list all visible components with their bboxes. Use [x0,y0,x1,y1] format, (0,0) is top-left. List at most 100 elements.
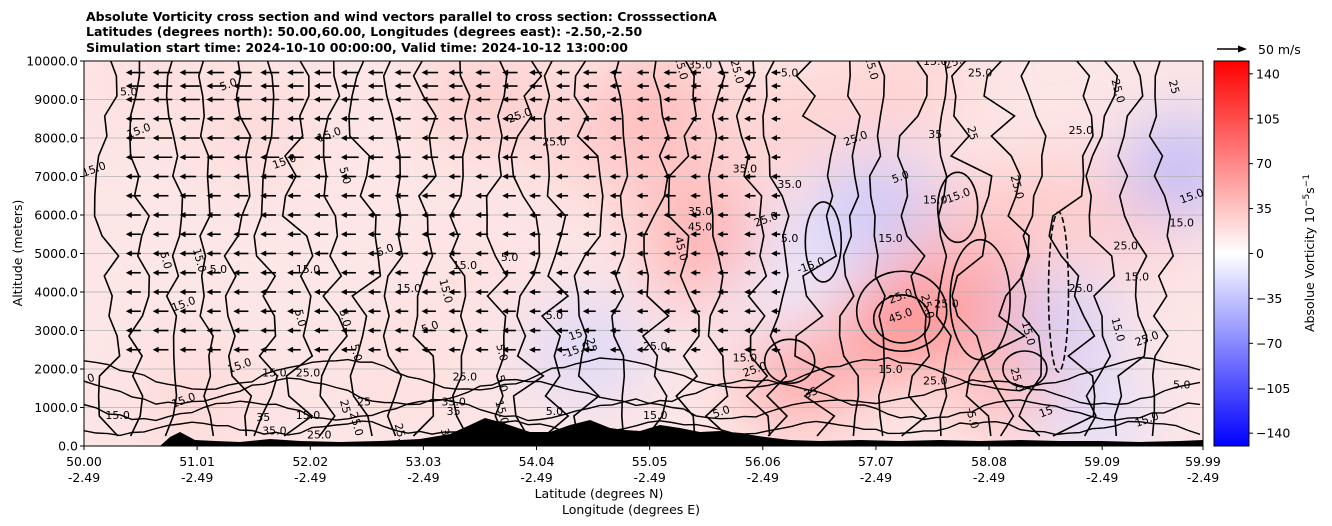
contour-loop [949,238,1011,361]
wind-vector-head [502,83,509,90]
wind-vector-head [770,115,777,122]
wind-vector [582,212,596,218]
colorbar-gradient [1214,61,1249,446]
wind-vector-head [475,173,482,180]
wind-vector-head [555,115,562,122]
wind-vector-head [313,212,320,218]
wind-vector [609,346,621,353]
contour-loop [855,270,948,353]
wind-vector-head [609,327,616,334]
wind-vector [663,346,676,353]
wind-vector-head [636,327,643,334]
wind-vector-head [125,231,132,238]
wind-vector [152,69,173,76]
contour-label: 5.0 [375,241,396,259]
wind-vector [179,308,197,315]
wind-vector-head [502,154,509,161]
wind-vector-head [770,173,777,180]
wind-vector-head [609,346,616,353]
wind-vector-head [421,269,428,276]
wind-vector [636,327,649,334]
wind-vector [152,173,169,180]
wind-vector-head [663,212,670,218]
wind-vector-head [663,96,670,103]
wind-vector [609,115,622,122]
wind-vector [206,115,225,122]
wind-vector [529,327,541,334]
contour-label: 15.0 [397,282,422,295]
wind-vector-head [448,250,455,257]
contour-label: 25.0 [1108,77,1127,104]
wind-vector-head [609,115,616,122]
wind-vector-head [394,83,401,90]
wind-vector [125,173,141,180]
wind-vector [502,96,518,103]
wind-vector [770,231,781,238]
wind-vector [367,346,381,353]
contour-label: 25 [964,125,980,142]
wind-vector [663,231,676,238]
x-tick-label-longitude: -2.49 [747,470,779,485]
wind-vector-head [690,269,697,276]
contour-label: 35.0 [688,59,713,72]
wind-vector-head [313,250,320,257]
wind-vector [448,69,463,76]
wind-vector-head [287,154,294,161]
wind-vector-head [367,115,374,122]
colorbar-tick-label: 0 [1256,246,1264,261]
wind-vector [475,346,489,353]
wind-vector [555,308,569,315]
wind-vector-head [367,327,374,334]
wind-vector-head [394,250,401,257]
x-tick-label-longitude: -2.49 [973,470,1005,485]
contour-label: 15.0 [262,367,287,380]
contour-label: 25.0 [968,66,993,79]
wind-vector-head [313,69,320,76]
wind-vector-head [502,346,509,353]
wind-vector-head [636,135,643,141]
wind-vector-head [152,308,159,315]
wind-vector-head [287,115,294,122]
wind-vector [502,346,516,353]
wind-vector [690,346,701,353]
wind-vector-head [448,231,455,238]
x-tick-label-latitude: 59.09 [1084,454,1120,469]
contour-loop [1047,211,1070,373]
wind-vector-head [663,346,670,353]
wind-vector-head [475,192,482,199]
contour-label: 35.0 [777,178,802,191]
wind-vector-head [609,212,616,218]
wind-vector [744,346,756,353]
wind-vector-head [555,231,562,238]
wind-vector [636,346,649,353]
wind-vector-head [340,308,347,315]
wind-vector-head [421,346,428,353]
wind-vector-head [663,308,670,315]
wind-vector-head [690,69,697,76]
wind-vector [340,308,356,315]
contour-label: 15.0 [436,278,455,305]
wind-vector [744,192,756,199]
wind-vector [744,154,756,161]
contour-label: 5.0 [493,343,510,363]
vorticity-blob [841,61,962,140]
wind-vector [125,69,145,76]
contour-label: 15.0 [453,259,478,272]
wind-vector-head [394,346,401,353]
wind-vector [233,346,249,353]
contour-label: 25.0 [1008,366,1027,393]
wind-vector [690,269,701,276]
wind-vector [179,154,200,161]
wind-vector-head [744,69,751,76]
wind-vector-head [475,135,482,141]
wind-vector-head [179,346,186,353]
wind-vector-head [663,69,670,76]
x-tick-label-longitude: -2.49 [294,470,326,485]
contour-label: 5.0 [493,373,510,393]
wind-vector-head [555,289,562,295]
wind-vector [555,289,569,295]
wind-vector-head [152,115,159,122]
wind-vector-head [394,192,401,199]
wind-vector [313,269,329,276]
wind-vector-head [529,327,536,334]
